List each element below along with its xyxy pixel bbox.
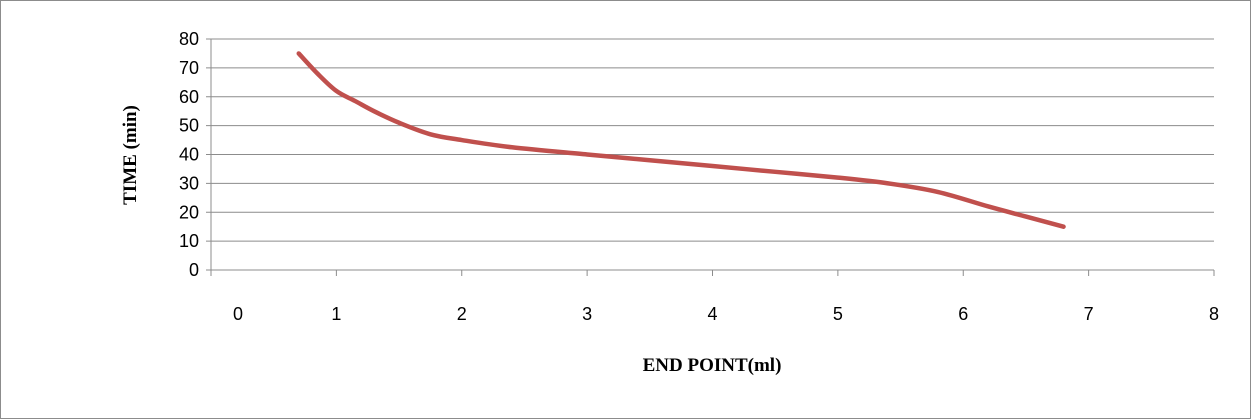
y-tick-label: 0 (189, 260, 199, 280)
x-tick-label: 4 (707, 304, 717, 324)
x-tick-label: 8 (1209, 304, 1219, 324)
x-axis-title: END POINT(ml) (643, 355, 782, 376)
y-tick-label: 10 (179, 231, 199, 251)
x-tick-label: 0 (233, 304, 243, 324)
series-layer (296, 51, 1066, 229)
y-tick-label: 30 (179, 173, 199, 193)
x-tick-label: 6 (958, 304, 968, 324)
x-tick-label: 2 (457, 304, 467, 324)
x-tick-label: 1 (331, 304, 341, 324)
tick-labels: 0 10 20 30 40 50 60 70 80 0 1 2 3 4 5 6 7 8 (179, 29, 1219, 324)
y-tick-label: 40 (179, 145, 199, 165)
y-tick-label: 60 (179, 87, 199, 107)
axes (206, 38, 1215, 276)
x-tick-label: 7 (1084, 304, 1094, 324)
x-tick-label: 5 (833, 304, 843, 324)
gridlines (211, 38, 1214, 242)
y-tick-label: 50 (179, 116, 199, 136)
y-tick-label: 80 (179, 29, 199, 49)
series-line (296, 51, 1066, 229)
y-tick-label: 70 (179, 58, 199, 78)
y-tick-label: 20 (179, 202, 199, 222)
x-tick-label: 3 (582, 304, 592, 324)
y-axis-title: TIME (min) (120, 105, 141, 205)
